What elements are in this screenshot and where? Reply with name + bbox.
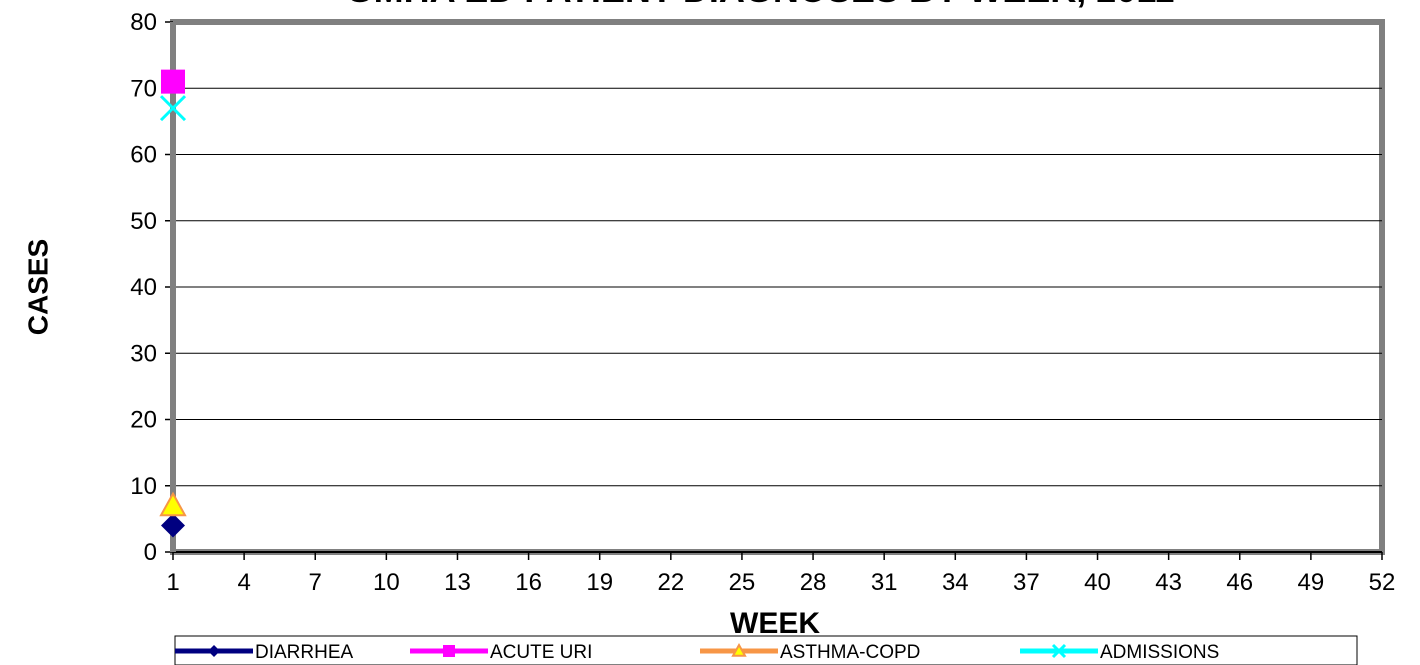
legend-label: ADMISSIONS bbox=[1100, 642, 1219, 663]
marker bbox=[159, 95, 187, 122]
y-tick-label: 0 bbox=[144, 539, 157, 566]
x-tick-label: 43 bbox=[1155, 569, 1182, 596]
x-tick-label: 49 bbox=[1298, 569, 1325, 596]
legend-marker bbox=[443, 645, 455, 657]
x-tick-label: 16 bbox=[515, 569, 542, 596]
x-tick-label: 34 bbox=[942, 569, 969, 596]
x-tick-label: 19 bbox=[586, 569, 613, 596]
x-tick-label: 28 bbox=[800, 569, 827, 596]
y-tick-label: 10 bbox=[130, 473, 157, 500]
marker bbox=[159, 491, 187, 517]
x-tick-label: 46 bbox=[1226, 569, 1253, 596]
marker bbox=[161, 513, 185, 538]
y-tick-label: 30 bbox=[130, 340, 157, 367]
x-tick-label: 13 bbox=[444, 569, 471, 596]
legend-marker bbox=[1051, 643, 1067, 659]
marker bbox=[161, 69, 185, 94]
x-tick-label: 40 bbox=[1084, 569, 1111, 596]
x-tick-label: 25 bbox=[729, 569, 756, 596]
y-axis-label: CASES bbox=[22, 239, 53, 335]
x-tick-label: 1 bbox=[166, 569, 179, 596]
legend-label: ASTHMA-COPD bbox=[780, 642, 920, 663]
y-tick-label: 60 bbox=[130, 142, 157, 169]
x-tick-label: 4 bbox=[237, 569, 250, 596]
y-tick-label: 20 bbox=[130, 407, 157, 434]
x-axis-label: WEEK bbox=[730, 607, 820, 640]
y-tick-label: 80 bbox=[130, 9, 157, 36]
legend-marker bbox=[731, 642, 747, 657]
x-tick-label: 37 bbox=[1013, 569, 1040, 596]
x-tick-label: 22 bbox=[657, 569, 684, 596]
y-tick-label: 40 bbox=[130, 274, 157, 301]
x-tick-label: 10 bbox=[373, 569, 400, 596]
chart-title: GMHA ED PATIENT DIAGNOSES BY WEEK, 2011 bbox=[346, 0, 1175, 10]
x-tick-label: 7 bbox=[309, 569, 322, 596]
y-tick-label: 50 bbox=[130, 208, 157, 235]
x-tick-label: 31 bbox=[871, 569, 898, 596]
legend-marker bbox=[208, 645, 220, 657]
x-tick-label: 52 bbox=[1369, 569, 1396, 596]
legend-label: ACUTE URI bbox=[490, 642, 592, 663]
y-tick-label: 70 bbox=[130, 75, 157, 102]
legend-label: DIARRHEA bbox=[255, 642, 354, 663]
